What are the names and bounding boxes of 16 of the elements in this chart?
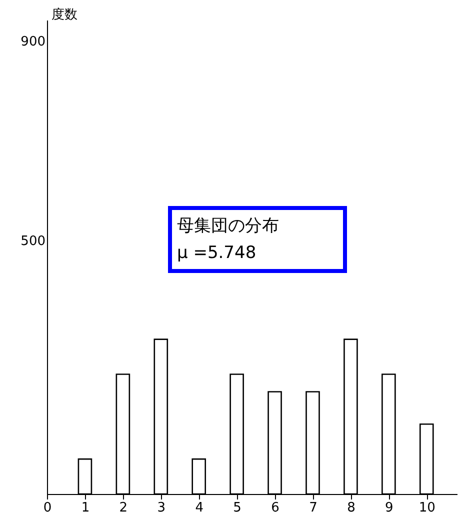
annotation: 母集団の分布 bbox=[177, 216, 279, 236]
x-tick-label: 10 bbox=[418, 500, 436, 512]
x-tick-label: 8 bbox=[347, 500, 356, 512]
x-tick-label: 4 bbox=[195, 500, 204, 512]
y-axis-title: 度数 bbox=[52, 6, 78, 22]
y-tick-label: 500 bbox=[20, 234, 46, 250]
x-tick-label: 0 bbox=[43, 500, 52, 512]
x-tick-label: 5 bbox=[233, 500, 242, 512]
x-tick-label: 3 bbox=[157, 500, 166, 512]
x-tick-label: 6 bbox=[271, 500, 280, 512]
x-tick-label: 9 bbox=[385, 500, 394, 512]
x-tick-label: 1 bbox=[81, 500, 90, 512]
y-tick-label: 900 bbox=[20, 34, 46, 50]
annotation: μ =5.748 bbox=[177, 243, 256, 263]
x-tick-label: 2 bbox=[119, 500, 128, 512]
x-tick-label: 7 bbox=[309, 500, 318, 512]
